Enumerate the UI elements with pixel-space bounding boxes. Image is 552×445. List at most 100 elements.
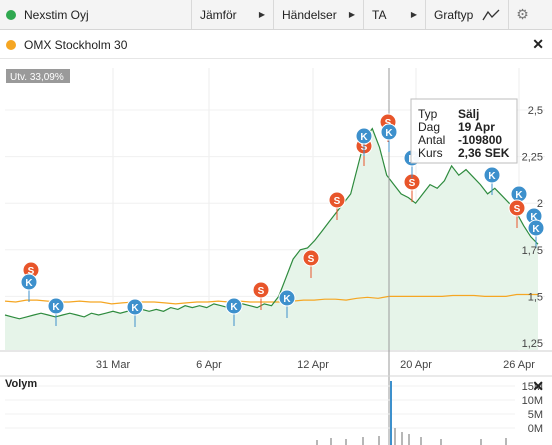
marker-letter: S	[514, 204, 521, 215]
x-tick-label: 12 Apr	[297, 359, 329, 371]
volume-tick-label: 10M	[522, 395, 543, 407]
y-tick-label: 1,25	[522, 338, 543, 350]
volume-bar	[420, 437, 422, 445]
marker-dot	[380, 123, 398, 141]
tooltip-key: Typ	[418, 107, 438, 121]
marker-letter: S	[308, 254, 315, 265]
volume-tick-label: 15M	[522, 381, 543, 393]
y-tick-label: 2,5	[528, 105, 543, 117]
remove-compare-close-icon[interactable]: ✕	[532, 36, 544, 52]
marker-dot	[252, 281, 270, 299]
tooltip-value: Sälj	[458, 107, 479, 121]
buy-event-marker[interactable]: K	[47, 297, 65, 326]
compare-legend-row: OMX Stockholm 30 ✕	[0, 31, 552, 59]
ta-button[interactable]: TA ▶	[364, 0, 426, 29]
marker-letter: S	[334, 196, 341, 207]
volume-bar	[330, 438, 332, 445]
marker-dot	[278, 289, 296, 307]
change-badge	[6, 69, 70, 83]
marker-letter: K	[131, 303, 139, 314]
marker-letter: K	[25, 278, 33, 289]
y-tick-label: 1,75	[522, 245, 543, 257]
buy-event-marker[interactable]: K	[527, 219, 545, 248]
settings-button[interactable]: ⚙	[509, 0, 536, 29]
marker-dot	[126, 298, 144, 316]
volume-tick-label: 0M	[528, 423, 543, 435]
compare-button[interactable]: Jämför ▶	[192, 0, 274, 29]
volume-bar	[345, 439, 347, 445]
graph-type-label: Graftyp	[434, 7, 474, 22]
marker-letter: S	[385, 118, 392, 129]
marker-dot	[328, 191, 346, 209]
y-tick-label: 2,25	[522, 152, 543, 164]
x-tick-label: 31 Mar	[96, 359, 131, 371]
marker-letter: K	[530, 212, 538, 223]
x-tick-label: 6 Apr	[196, 359, 222, 371]
tooltip-value: -109800	[458, 133, 502, 147]
tooltip-key: Dag	[418, 120, 440, 134]
buy-event-marker[interactable]: K	[20, 273, 38, 302]
marker-letter: K	[360, 132, 368, 143]
buy-event-marker[interactable]: K	[380, 123, 398, 152]
y-tick-label: 1,5	[528, 291, 543, 303]
volume-bar	[480, 439, 482, 445]
volume-tick-label: 5M	[528, 409, 543, 421]
sell-event-marker[interactable]: S	[328, 191, 346, 220]
line-chart-icon	[482, 9, 500, 20]
marker-dot	[527, 219, 545, 237]
tooltip-key: Antal	[418, 133, 445, 147]
marker-letter: K	[52, 302, 60, 313]
volume-bar	[401, 432, 403, 445]
marker-dot	[20, 273, 38, 291]
ta-label: TA	[372, 7, 387, 22]
volume-bar	[316, 440, 318, 445]
graph-type-button[interactable]: Graftyp	[426, 0, 509, 29]
instrument-selector[interactable]: Nexstim Oyj	[0, 0, 192, 29]
price-chart[interactable]: SKKKKSKSSSKSKSKKKSKK 2,52,2521,751,51,25…	[0, 60, 552, 445]
price-area-fill	[5, 128, 538, 350]
price-series-line	[4, 127, 539, 320]
x-tick-label: 26 Apr	[503, 359, 535, 371]
buy-event-marker[interactable]: K	[126, 298, 144, 327]
omx-series-line	[4, 293, 538, 305]
volume-bar	[394, 428, 396, 445]
buy-event-marker[interactable]: K	[278, 289, 296, 318]
remove-volume-close-icon[interactable]: ✕	[532, 378, 544, 394]
sell-event-marker[interactable]: S	[302, 249, 320, 278]
marker-dot	[302, 249, 320, 267]
instrument-title: Nexstim Oyj	[24, 7, 89, 22]
tooltip-value: 2,36 SEK	[458, 146, 510, 160]
sell-event-marker[interactable]: S	[508, 199, 526, 228]
compare-label: Jämför	[200, 7, 237, 22]
caret-right-icon: ▶	[410, 10, 417, 19]
change-badge-text: Utv. 33,09%	[10, 72, 64, 83]
marker-letter: K	[283, 294, 291, 305]
buy-event-marker[interactable]: K	[225, 297, 243, 326]
buy-event-marker[interactable]: K	[483, 166, 501, 195]
marker-letter: K	[488, 171, 496, 182]
sell-event-marker[interactable]: S	[252, 281, 270, 310]
marker-letter: S	[28, 266, 35, 277]
event-tooltip	[410, 98, 518, 164]
marker-dot	[483, 166, 501, 184]
marker-letter: S	[409, 178, 416, 189]
volume-bar	[440, 439, 442, 445]
volume-bar	[378, 436, 380, 445]
marker-dot	[47, 297, 65, 315]
gear-icon: ⚙	[516, 6, 529, 22]
events-button[interactable]: Händelser ▶	[274, 0, 364, 29]
marker-letter: K	[385, 128, 393, 139]
marker-letter: K	[532, 224, 540, 235]
marker-dot	[508, 199, 526, 217]
status-dot-icon	[6, 9, 16, 20]
volume-bar	[505, 438, 507, 445]
marker-dot	[225, 297, 243, 315]
tooltip-key: Kurs	[418, 146, 443, 160]
compare-index-label: OMX Stockholm 30	[24, 37, 128, 52]
marker-dot	[355, 127, 373, 145]
buy-event-marker[interactable]: K	[355, 127, 373, 156]
caret-right-icon: ▶	[348, 10, 355, 19]
marker-letter: S	[258, 286, 265, 297]
compare-color-dot-icon	[6, 39, 16, 50]
chart-toolbar: Nexstim Oyj Jämför ▶ Händelser ▶ TA ▶ Gr…	[0, 0, 552, 30]
